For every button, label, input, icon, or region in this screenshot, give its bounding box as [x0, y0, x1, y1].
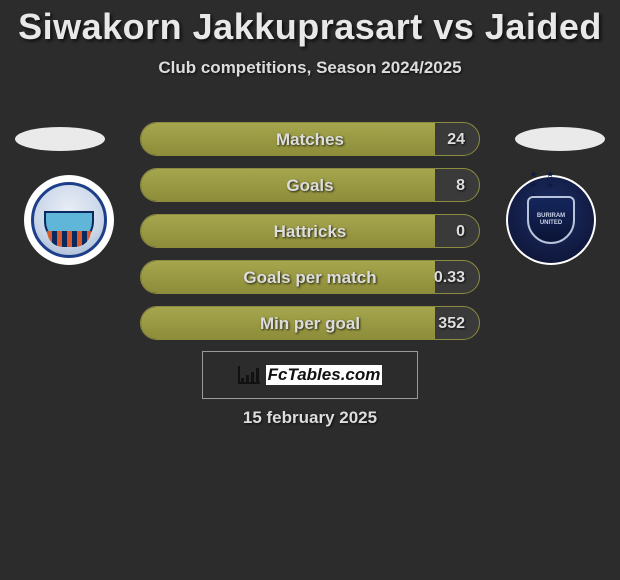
stat-value: 8 [456, 169, 465, 202]
chonburi-crest-icon [31, 182, 107, 258]
team-crest-right: ★ ★ ★ ★ ★ BURIRAM UNITED [506, 175, 596, 265]
buriram-crest-icon: ★ ★ ★ ★ ★ BURIRAM UNITED [508, 177, 594, 263]
page-title: Siwakorn Jakkuprasart vs Jaided [0, 0, 620, 48]
bar-chart-icon [238, 366, 260, 384]
stat-row-hattricks: Hattricks 0 [140, 214, 480, 248]
team-crest-left [24, 175, 114, 265]
stat-value: 0.33 [434, 261, 465, 294]
brand-label: FcTables.com [266, 365, 383, 385]
comparison-card: Siwakorn Jakkuprasart vs Jaided Club com… [0, 0, 620, 78]
stat-label: Matches [141, 123, 479, 156]
subtitle: Club competitions, Season 2024/2025 [0, 58, 620, 78]
stats-list: Matches 24 Goals 8 Hattricks 0 Goals per… [140, 122, 480, 352]
stat-label: Goals per match [141, 261, 479, 294]
stat-value: 24 [447, 123, 465, 156]
shield-label: BURIRAM UNITED [537, 213, 565, 226]
stat-label: Min per goal [141, 307, 479, 340]
stat-row-matches: Matches 24 [140, 122, 480, 156]
stat-value: 352 [438, 307, 465, 340]
stat-value: 0 [456, 215, 465, 248]
player-shadow-left [15, 127, 105, 151]
stat-label: Goals [141, 169, 479, 202]
date-label: 15 february 2025 [0, 408, 620, 428]
shield-icon: BURIRAM UNITED [527, 196, 575, 244]
stat-row-goals: Goals 8 [140, 168, 480, 202]
stat-label: Hattricks [141, 215, 479, 248]
player-shadow-right [515, 127, 605, 151]
stat-row-goals-per-match: Goals per match 0.33 [140, 260, 480, 294]
brand-box: FcTables.com [202, 351, 418, 399]
stat-row-min-per-goal: Min per goal 352 [140, 306, 480, 340]
